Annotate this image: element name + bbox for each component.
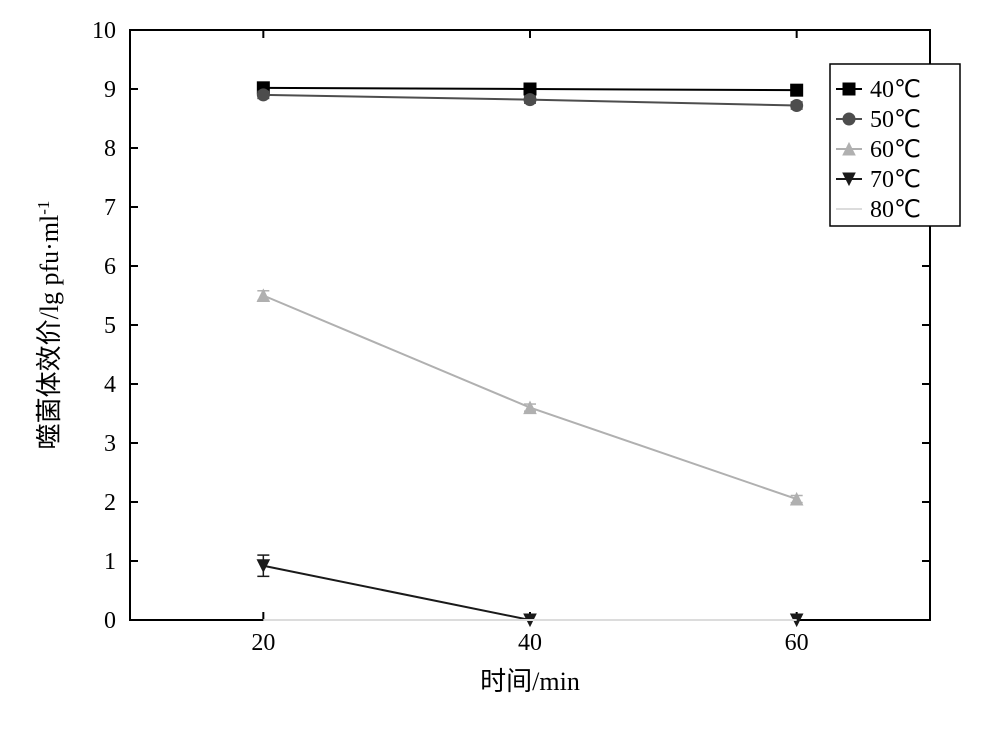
y-tick-label: 8 xyxy=(104,136,116,162)
line-chart: 20 40 60 0 1 2 3 4 5 6 7 8 9 10 时间/min 噬菌体效价/lg pfu·ml-… xyxy=(0,0,1000,730)
legend-label: 70℃ xyxy=(870,167,921,193)
x-tick-label: 40 xyxy=(518,630,542,656)
legend-label: 60℃ xyxy=(870,137,921,163)
y-tick-label: 7 xyxy=(104,195,116,221)
y-tick-label: 9 xyxy=(104,77,116,103)
y-tick-label: 2 xyxy=(104,490,116,516)
y-axis-label: 噬菌体效价/lg pfu·ml-1 xyxy=(34,201,65,450)
x-tick-label: 60 xyxy=(785,630,809,656)
legend-label: 50℃ xyxy=(870,107,921,133)
legend-label: 80℃ xyxy=(870,197,921,223)
x-tick-label: 20 xyxy=(251,630,275,656)
y-tick-label: 1 xyxy=(104,549,116,575)
y-tick-label: 5 xyxy=(104,313,116,339)
x-axis-label: 时间/min xyxy=(480,667,580,696)
y-tick-label: 10 xyxy=(92,18,116,44)
y-tick-label: 4 xyxy=(104,372,116,398)
y-tick-label: 0 xyxy=(104,608,116,634)
legend: 40℃ 50℃ 60℃ 70℃ 80℃ xyxy=(830,64,960,226)
legend-label: 40℃ xyxy=(870,77,921,103)
y-tick-label: 3 xyxy=(104,431,116,457)
chart-container: 20 40 60 0 1 2 3 4 5 6 7 8 9 10 时间/min 噬菌体效价/lg pfu·ml-… xyxy=(0,0,1000,730)
y-tick-label: 6 xyxy=(104,254,116,280)
